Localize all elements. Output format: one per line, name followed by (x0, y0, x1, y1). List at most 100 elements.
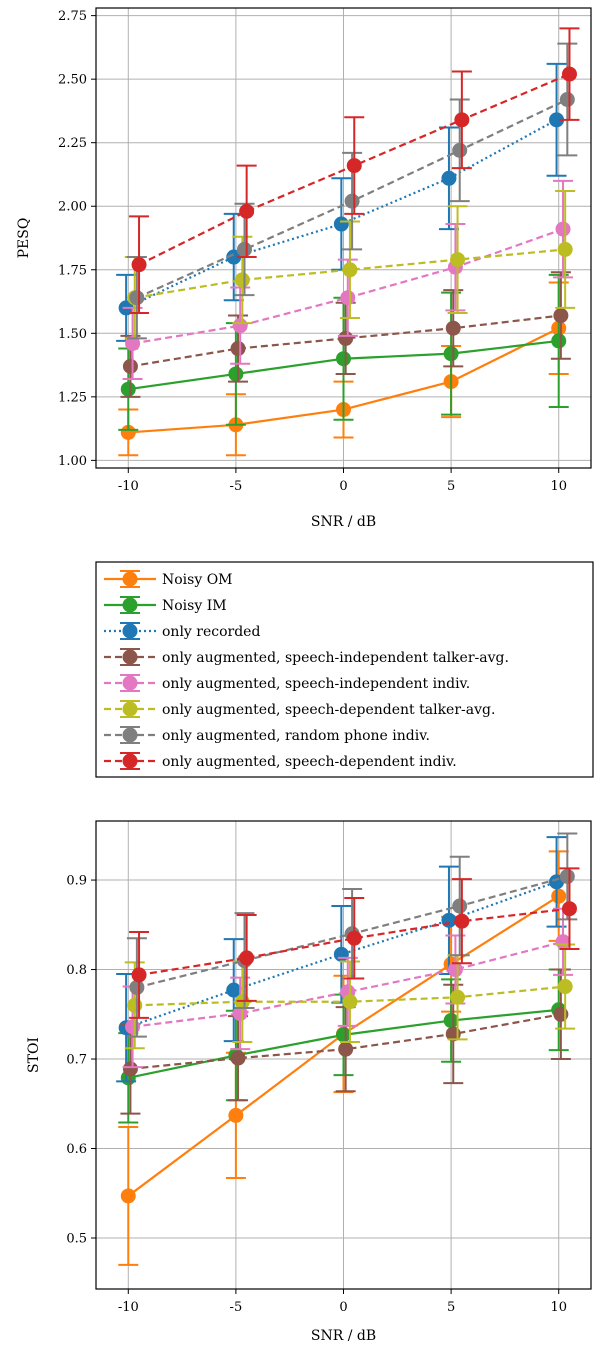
data-point (447, 962, 463, 978)
legend-marker (122, 701, 138, 717)
series-line (130, 1013, 562, 1070)
data-point (551, 888, 567, 904)
data-point (232, 1005, 248, 1021)
x-tick-label: 5 (447, 1300, 455, 1315)
data-point (336, 351, 351, 367)
legend-entry: only augmented, random phone indiv. (104, 726, 430, 744)
series-7 (129, 867, 580, 1019)
data-point (129, 979, 145, 995)
data-point (454, 112, 470, 128)
data-point (336, 1027, 351, 1043)
data-point (120, 381, 136, 397)
data-point (555, 934, 571, 950)
legend-entry: only augmented, speech-dependent indiv. (104, 752, 457, 770)
series-7 (129, 27, 580, 314)
legend-entry: only recorded (104, 622, 260, 640)
pesq-chart: -10 -5 0 5 10 1.00 1.25 1.50 1.75 2.00 2.25 2.50 2.7… (16, 7, 592, 530)
legend-marker (122, 727, 138, 743)
data-point (450, 252, 466, 268)
data-point (553, 308, 569, 324)
y-axis-label: STOI (26, 1037, 42, 1073)
legend-label: only augmented, random phone indiv. (162, 728, 430, 744)
y-axis-label: PESQ (16, 218, 32, 259)
data-point (230, 341, 246, 357)
x-tick-label: 0 (339, 479, 347, 494)
series-2 (116, 62, 567, 342)
legend-marker (122, 649, 138, 665)
data-point (443, 346, 459, 362)
legend-label: only augmented, speech-independent talke… (162, 650, 509, 666)
x-tick-label: 10 (550, 479, 567, 494)
x-tick-label: -5 (230, 479, 243, 494)
stoi-chart: -10 -5 0 5 10 0.5 0.6 0.7 0.8 0.9 SNR / dB STOI (26, 820, 592, 1344)
data-point (122, 358, 138, 374)
data-point (333, 216, 349, 232)
data-point (551, 333, 567, 349)
data-point (559, 868, 575, 884)
data-point (555, 221, 571, 237)
data-point (333, 946, 349, 962)
data-point (445, 320, 461, 336)
data-point (131, 257, 147, 273)
data-point (131, 967, 147, 983)
series-line (130, 314, 561, 368)
data-point (125, 335, 141, 351)
series-line (134, 248, 566, 299)
series-line (125, 880, 557, 1029)
data-point (342, 994, 358, 1010)
x-tick-label: -10 (118, 1300, 139, 1315)
y-tick-label: 0.5 (66, 1231, 87, 1246)
legend-label: only recorded (162, 624, 260, 640)
x-tick-label: 10 (550, 1300, 567, 1315)
y-tick-label: 0.7 (66, 1053, 87, 1068)
data-point (450, 989, 466, 1005)
y-tick-label: 2.25 (58, 136, 87, 151)
x-tick-label: 0 (339, 1300, 347, 1315)
y-tick-label: 2.75 (58, 9, 87, 24)
data-point (237, 241, 252, 257)
data-point (346, 930, 362, 946)
data-point (549, 112, 565, 128)
data-point (441, 170, 457, 186)
data-point (454, 913, 470, 929)
data-point (234, 272, 250, 288)
data-point (561, 66, 577, 82)
data-point (239, 203, 255, 219)
data-point (443, 1013, 459, 1029)
data-point (340, 290, 356, 306)
data-point (452, 898, 468, 914)
data-point (129, 290, 145, 306)
legend-label: Noisy OM (162, 572, 233, 588)
y-tick-label: 1.00 (58, 454, 87, 469)
y-tick-label: 0.6 (66, 1142, 87, 1157)
legend-marker (122, 675, 138, 691)
data-point (120, 1188, 136, 1204)
y-tick-label: 0.9 (66, 874, 87, 889)
legend-entry: only augmented, speech-independent indiv… (104, 674, 470, 692)
legend-marker (122, 597, 138, 613)
legend-box (95, 561, 594, 778)
legend-entry: only augmented, speech-dependent talker-… (104, 700, 495, 718)
data-point (338, 1041, 354, 1057)
x-tick-label: -10 (118, 479, 139, 494)
y-tick-label: 2.50 (58, 73, 87, 88)
legend-marker (122, 753, 138, 769)
legend: Noisy OM Noisy IM only recorded only augmen… (95, 561, 594, 778)
y-tick-label: 1.25 (58, 390, 87, 405)
data-point (452, 142, 468, 158)
legend-entry: Noisy IM (104, 596, 227, 614)
legend-entry: Noisy OM (104, 570, 233, 588)
data-point (122, 1061, 138, 1077)
x-axis-label: SNR / dB (311, 1328, 376, 1344)
series-line (132, 940, 564, 1028)
legend-label: only augmented, speech-dependent talker-… (162, 702, 495, 718)
legend-label: only augmented, speech-dependent indiv. (162, 754, 457, 770)
data-point (239, 950, 255, 966)
legend-label: only augmented, speech-independent indiv… (162, 676, 470, 692)
legend-label: Noisy IM (162, 598, 227, 614)
series-5 (124, 943, 576, 1050)
data-point (561, 901, 577, 917)
data-point (557, 979, 573, 995)
data-point (226, 982, 242, 998)
